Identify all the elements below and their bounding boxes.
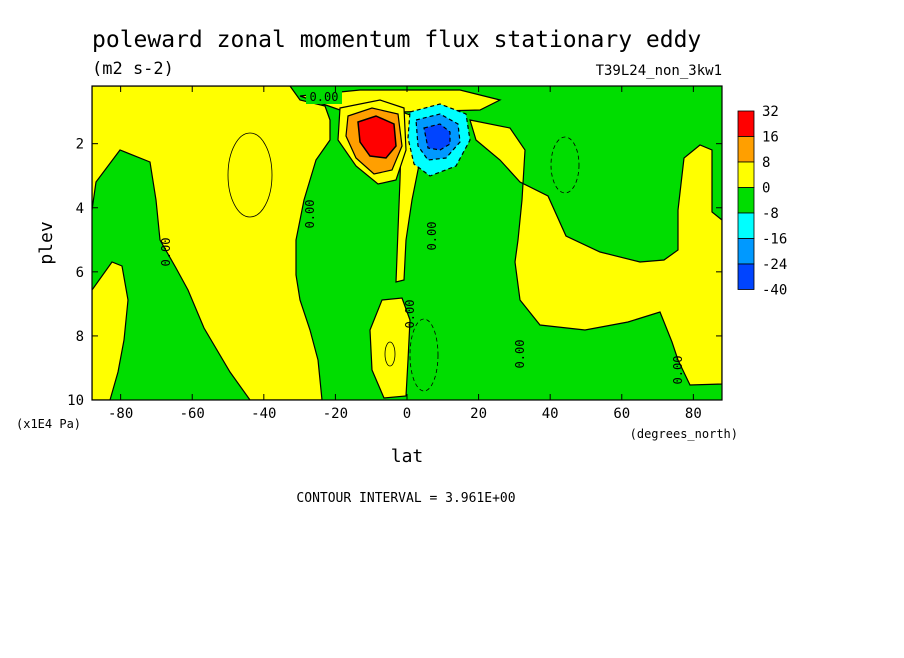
y-axis-units: (x1E4 Pa) [16, 417, 81, 431]
yellow-region-southern [92, 86, 331, 400]
yellow-region-southwest-lower [92, 261, 129, 400]
contour-line-north-ellipse [550, 136, 580, 194]
legend-color-box [737, 212, 755, 239]
yellow-region-mid-lower [369, 297, 411, 399]
experiment-label: T39L24_non_3kw1 [596, 63, 722, 79]
legend-level-label: -24 [762, 257, 787, 273]
x-tick-label: 20 [470, 406, 487, 422]
x-tick-label: 60 [613, 406, 630, 422]
y-axis: 2 4 6 8 10 [67, 137, 722, 409]
legend-level-label: 0 [762, 181, 770, 197]
legend-color-box [737, 110, 755, 137]
contour-interval-note: CONTOUR INTERVAL = 3.961E+00 [296, 491, 515, 506]
legend-level-label: -16 [762, 232, 787, 248]
plot-area: 0.00 0.00 0.00 0.00 0.00 0.00 0.00 [92, 86, 722, 400]
y-tick-label: 8 [76, 329, 84, 345]
colorbar-legend: 32 16 8 0 -8 -16 -24 -40 [737, 104, 787, 299]
x-tick-label: 0 [403, 406, 411, 422]
contour-label-lower: 0.00 [403, 300, 417, 329]
x-tick-label: -40 [251, 406, 276, 422]
y-tick-label: 4 [76, 201, 84, 217]
legend-level-label: 16 [762, 130, 779, 146]
contour-line-small-ellipse [384, 341, 396, 367]
x-axis: -80 -60 -40 -20 0 20 40 60 80 [108, 86, 702, 422]
y-tick-label: 6 [76, 265, 84, 281]
x-tick-label: 80 [685, 406, 702, 422]
contour-label-equator: 0.00 [425, 222, 439, 251]
contour-label-northeast: 0.00 [671, 356, 685, 385]
legend-color-box [737, 238, 755, 265]
legend-color-box [737, 136, 755, 163]
legend-level-label: 8 [762, 155, 770, 171]
positive-cell-red [357, 115, 397, 159]
contour-line-south-ellipse [227, 132, 273, 218]
negative-cell-blue [423, 123, 451, 151]
x-tick-label: -20 [323, 406, 348, 422]
chart-units: (m2 s-2) [92, 59, 174, 79]
y-tick-label: 10 [67, 393, 84, 409]
contour-label-top: 0.00 [310, 90, 339, 104]
chart-title: poleward zonal momentum flux stationary … [92, 27, 701, 53]
legend-color-box [737, 263, 755, 290]
legend-color-box [737, 187, 755, 214]
contour-line-lower-ellipse [409, 318, 439, 392]
x-tick-label: -60 [180, 406, 205, 422]
legend-level-label: -40 [762, 283, 787, 299]
y-axis-title: plev [36, 221, 57, 264]
contour-zero-labels: 0.00 0.00 0.00 0.00 0.00 0.00 0.00 [159, 90, 685, 384]
x-axis-title: lat [391, 446, 424, 467]
yellow-region-northern [469, 119, 722, 386]
legend-color-box [737, 161, 755, 188]
x-tick-label: -80 [108, 406, 133, 422]
legend-level-label: -8 [762, 206, 779, 222]
contour-label-north: 0.00 [513, 340, 527, 369]
legend-level-label: 32 [762, 104, 779, 120]
contour-label-south: 0.00 [303, 200, 317, 229]
x-tick-label: 40 [542, 406, 559, 422]
y-tick-label: 2 [76, 137, 84, 153]
contour-label-southwest: 0.00 [159, 238, 173, 267]
x-axis-units: (degrees_north) [630, 427, 738, 441]
